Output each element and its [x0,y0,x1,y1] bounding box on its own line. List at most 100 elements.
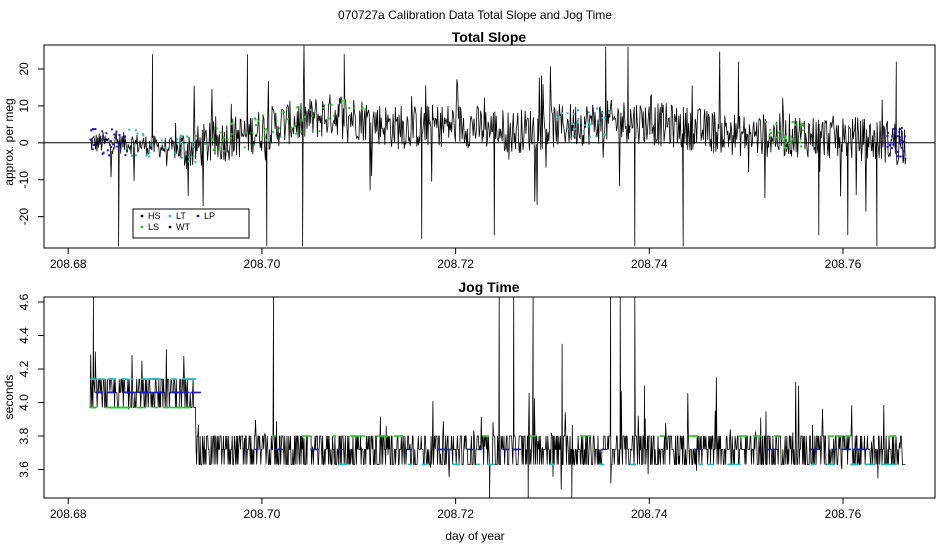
total-slope-point [160,139,163,142]
total-slope-point [327,117,330,120]
total-slope-point [148,155,151,158]
total-slope-point [115,130,118,133]
total-slope-xtick-label: 208.72 [437,257,474,271]
total-slope-point [777,131,780,134]
total-slope-point [802,123,805,126]
total-slope-point [128,128,131,131]
total-slope-point [577,118,580,121]
total-slope-point [598,122,601,125]
total-slope-point [176,138,179,141]
total-slope-point [886,135,889,138]
total-slope-point [348,107,351,110]
total-slope-point [193,145,196,148]
total-slope-ytick-label: -20 [17,208,31,226]
total-slope-point [192,155,195,158]
total-slope-point [114,136,117,139]
total-slope-axes: 208.68 208.70 208.72 208.74 208.76 -20 -10 0 10 2… [17,44,936,271]
total-slope-point [184,153,187,156]
total-slope-point [785,147,788,150]
total-slope-point [788,142,791,145]
figure-title: 070727a Calibration Data Total Slope and… [338,8,612,22]
total-slope-point [296,106,299,109]
total-slope-point [110,140,113,143]
total-slope-point [353,107,356,110]
total-slope-point [123,136,126,139]
jog-time-ytick-label: 3.6 [17,461,31,478]
total-slope-point [300,119,303,122]
total-slope-point [220,139,223,142]
jog-time-ytick-label: 4.0 [17,394,31,411]
total-slope-legend: HS LS LT WT LP [132,208,250,239]
total-slope-point [771,142,774,145]
jog-time-xtick-label: 208.70 [244,507,281,521]
legend-ls-label: LS [148,222,159,232]
total-slope-point [799,138,802,141]
total-slope-point [187,160,190,163]
total-slope-point [231,122,234,125]
total-slope-point [576,109,579,112]
jog-time-ytick-label: 4.6 [17,293,31,310]
total-slope-point [799,124,802,127]
total-slope-point [587,122,590,125]
total-slope-point [770,132,773,135]
total-slope-point [226,138,229,141]
total-slope-point [93,144,96,147]
jog-time-axes: 208.68 208.70 208.72 208.74 208.76 3.6 3.8 4.0 4… [17,293,936,521]
total-slope-point [101,130,104,133]
total-slope-point [192,140,195,143]
total-slope-point [180,141,183,144]
legend-hs-marker [140,214,144,218]
total-slope-point [322,107,325,110]
legend-lt-marker [168,214,172,218]
total-slope-point [309,108,312,111]
total-slope-xtick-label: 208.70 [244,257,281,271]
jog-time-xtick-label: 208.74 [631,507,668,521]
total-slope-point [279,135,282,138]
total-slope-point [254,118,257,121]
total-slope-line [89,45,907,247]
total-slope-point [904,135,907,138]
total-slope-point [215,127,218,130]
total-slope-point [902,150,905,153]
total-slope-point [798,141,801,144]
total-slope-point [567,127,570,130]
total-slope-point [210,137,213,140]
total-slope-point [254,117,257,120]
legend-ls-marker [140,225,144,229]
total-slope-point [573,127,576,130]
total-slope-point [801,129,804,132]
jog-time-ytick-label: 4.2 [17,360,31,377]
total-slope-point [254,124,257,127]
jog-time-ytick-label: 3.8 [17,427,31,444]
total-slope-point [892,143,895,146]
total-slope-point [261,114,264,117]
total-slope-point [587,125,590,128]
total-slope-point [117,148,120,151]
jog-time-panel: Jog Time seconds day of year 208.68 208.7… [2,279,936,543]
total-slope-point [272,130,275,133]
total-slope-point [889,144,892,147]
jog-time-plot-area [89,297,906,498]
total-slope-point [588,123,591,126]
jog-time-xtick-label: 208.76 [825,507,862,521]
total-slope-point [106,149,109,152]
total-slope-point [130,154,133,157]
total-slope-point [601,112,604,115]
total-slope-point [603,134,606,137]
total-slope-point [892,127,895,130]
total-slope-point [887,141,890,144]
total-slope-point [102,151,105,154]
legend-wt-label: WT [176,222,190,232]
total-slope-point [243,146,246,149]
total-slope-point [188,156,191,159]
total-slope-point [576,121,579,124]
total-slope-point [293,124,296,127]
total-slope-point [178,142,181,145]
total-slope-point [204,143,207,146]
total-slope-point [283,110,286,113]
total-slope-point [91,148,94,151]
total-slope-point [111,143,114,146]
total-slope-point [784,142,787,145]
total-slope-point [148,151,151,154]
total-slope-point [900,136,903,139]
